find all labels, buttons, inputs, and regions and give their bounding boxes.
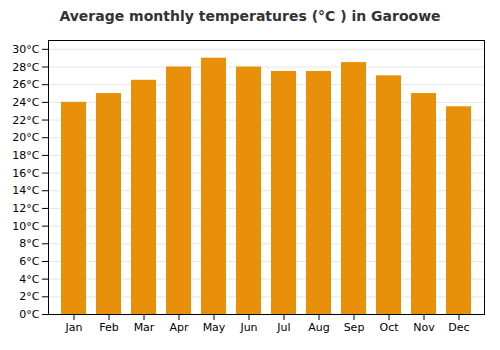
- svg-text:24°C: 24°C: [12, 96, 39, 109]
- svg-text:28°C: 28°C: [12, 61, 39, 74]
- svg-text:Oct: Oct: [379, 321, 399, 334]
- svg-text:Aug: Aug: [308, 321, 329, 334]
- svg-text:16°C: 16°C: [12, 167, 39, 180]
- svg-text:Mar: Mar: [134, 321, 155, 334]
- svg-text:30°C: 30°C: [12, 43, 39, 56]
- svg-text:4°C: 4°C: [19, 273, 39, 286]
- svg-text:22°C: 22°C: [12, 114, 39, 127]
- svg-text:Jan: Jan: [65, 321, 83, 334]
- svg-text:20°C: 20°C: [12, 131, 39, 144]
- svg-text:18°C: 18°C: [12, 149, 39, 162]
- svg-text:May: May: [203, 321, 226, 334]
- svg-text:Nov: Nov: [413, 321, 435, 334]
- svg-text:Dec: Dec: [448, 321, 469, 334]
- svg-text:12°C: 12°C: [12, 202, 39, 215]
- svg-text:Apr: Apr: [169, 321, 189, 334]
- svg-text:2°C: 2°C: [19, 290, 39, 303]
- svg-text:Jul: Jul: [276, 321, 290, 334]
- html-text:Average monthly temperatures (: Average monthly temperatures (°C ) in Ga…: [59, 8, 441, 24]
- svg-text:14°C: 14°C: [12, 184, 39, 197]
- svg-text:26°C: 26°C: [12, 78, 39, 91]
- svg-text:8°C: 8°C: [19, 237, 39, 250]
- svg-text:10°C: 10°C: [12, 220, 39, 233]
- svg-text:Sep: Sep: [344, 321, 365, 334]
- svg-text:Jun: Jun: [239, 321, 257, 334]
- svg-text:0°C: 0°C: [19, 308, 39, 321]
- svg-text:Feb: Feb: [99, 321, 118, 334]
- svg-text:6°C: 6°C: [19, 255, 39, 268]
